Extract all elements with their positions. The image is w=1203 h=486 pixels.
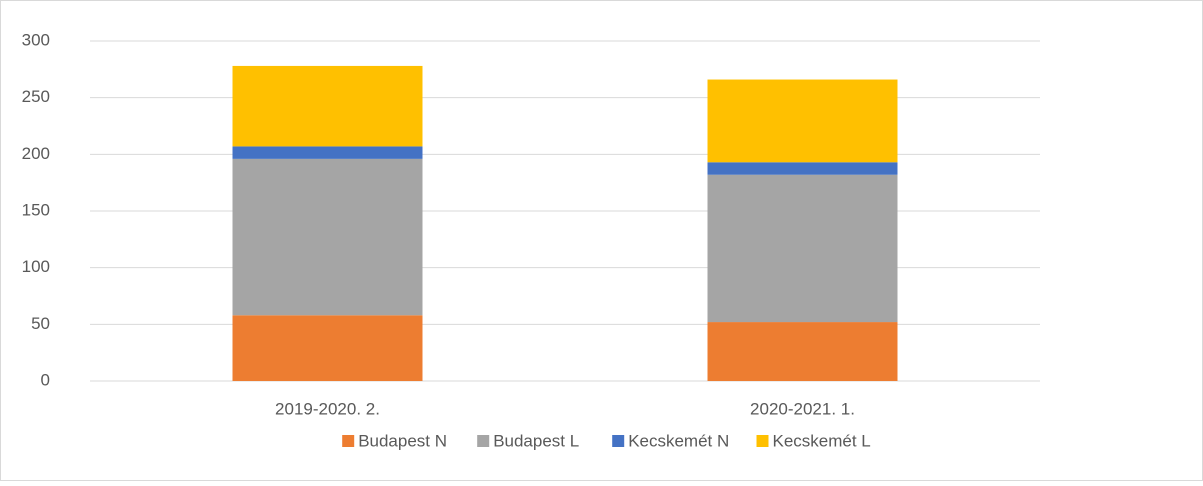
x-tick-label: 2019-2020. 2. — [275, 399, 380, 418]
legend-swatch — [477, 435, 490, 447]
y-tick-label: 100 — [22, 257, 50, 276]
y-tick-label: 150 — [22, 200, 50, 219]
legend-label: Kecskemét L — [773, 431, 871, 450]
legend-label: Kecskemét N — [628, 431, 729, 450]
bar-segment — [232, 65, 423, 147]
x-tick-label: 2020-2021. 1. — [750, 399, 855, 418]
bar-segment — [707, 174, 898, 323]
y-tick-label: 50 — [31, 314, 50, 333]
bar-segment — [232, 158, 423, 316]
bar-segment — [707, 79, 898, 163]
y-tick-label: 0 — [41, 370, 50, 389]
legend-swatch — [342, 435, 355, 447]
bar-segment — [707, 322, 898, 381]
y-tick-label: 200 — [22, 144, 50, 163]
legend-label: Budapest N — [358, 431, 447, 450]
bar-segment — [232, 315, 423, 381]
bar-segment — [232, 146, 423, 159]
legend-label: Budapest L — [493, 431, 579, 450]
y-tick-label: 300 — [22, 30, 50, 49]
y-tick-label: 250 — [22, 87, 50, 106]
legend-swatch — [756, 435, 769, 447]
bar-segment — [707, 162, 898, 175]
legend-swatch — [612, 435, 625, 447]
